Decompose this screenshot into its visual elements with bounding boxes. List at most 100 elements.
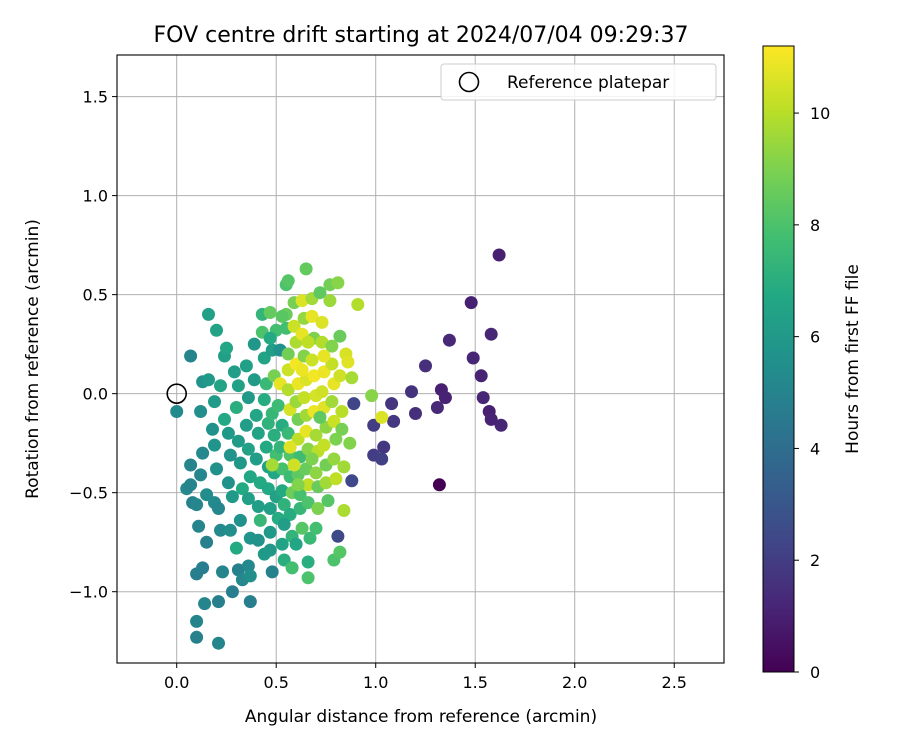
data-point: [281, 274, 295, 288]
colorbar-tick-label: 10: [810, 104, 830, 123]
data-point: [275, 484, 289, 498]
data-point: [291, 478, 305, 492]
data-point: [283, 508, 297, 521]
data-point: [221, 476, 235, 490]
data-point: [212, 636, 225, 650]
data-point: [335, 422, 349, 436]
data-point: [196, 446, 210, 460]
data-point: [377, 440, 391, 454]
x-tick-label: 0.0: [164, 673, 189, 692]
data-point: [218, 412, 231, 426]
data-point: [464, 296, 478, 310]
data-point: [419, 359, 432, 373]
y-tick-label: 0.0: [83, 385, 108, 404]
data-point: [253, 513, 267, 527]
colorbar-gradient: [762, 45, 795, 673]
data-point: [225, 490, 239, 504]
data-point: [210, 462, 223, 476]
data-point: [190, 498, 204, 512]
data-point: [214, 379, 227, 393]
data-point: [301, 478, 315, 492]
data-point: [295, 521, 309, 535]
data-point: [321, 494, 335, 508]
data-point: [442, 333, 456, 347]
colorbar-ticks: 0 2 4 6 8 10: [794, 104, 830, 682]
data-point: [251, 533, 265, 547]
data-point: [327, 452, 341, 466]
data-point: [295, 294, 309, 308]
y-tick-label: −1.0: [69, 583, 108, 602]
data-point: [184, 478, 198, 492]
colorbar-tick-label: 6: [810, 328, 820, 347]
data-point: [277, 517, 291, 531]
data-point: [281, 426, 295, 440]
y-tick-label: −0.5: [69, 484, 108, 503]
data-point: [351, 298, 365, 311]
data-point: [317, 438, 331, 452]
data-point: [327, 414, 341, 428]
data-point: [345, 371, 359, 385]
colorbar-tick-label: 2: [810, 551, 820, 570]
data-point: [221, 426, 235, 440]
data-point: [309, 466, 323, 480]
data-point: [277, 498, 291, 512]
data-points: [170, 248, 508, 650]
data-point: [170, 405, 184, 418]
data-point: [438, 391, 452, 405]
data-point: [241, 391, 255, 405]
data-point: [301, 571, 315, 585]
data-point: [430, 401, 444, 414]
data-point: [305, 309, 319, 323]
data-point: [241, 442, 255, 456]
y-tick-label: 1.5: [83, 88, 108, 107]
data-point: [212, 595, 225, 609]
data-point: [375, 452, 389, 466]
data-point: [263, 331, 277, 345]
data-point: [247, 373, 261, 387]
data-point: [484, 412, 498, 426]
data-point: [345, 474, 359, 488]
plot-frame: [116, 54, 725, 664]
data-point: [202, 307, 215, 321]
data-point: [281, 347, 295, 361]
data-point: [343, 436, 357, 450]
data-point: [210, 323, 223, 337]
data-point: [466, 351, 480, 365]
data-point: [249, 452, 263, 466]
data-point: [297, 391, 311, 405]
data-point: [200, 535, 214, 549]
legend-box: [440, 63, 717, 101]
data-point: [208, 438, 221, 452]
data-point: [277, 553, 291, 567]
data-point: [231, 563, 245, 577]
data-point: [265, 565, 279, 579]
data-point: [329, 432, 343, 446]
data-point: [313, 410, 327, 424]
data-point: [263, 502, 277, 515]
data-point: [231, 434, 245, 448]
data-point: [385, 397, 399, 411]
data-point: [301, 442, 315, 456]
data-point: [319, 476, 333, 490]
data-point: [329, 472, 343, 486]
data-point: [281, 383, 295, 397]
data-point: [239, 418, 253, 432]
data-point: [208, 395, 221, 409]
data-point: [275, 462, 289, 476]
data-point: [295, 363, 309, 377]
colorbar-tick-label: 4: [810, 439, 820, 458]
data-point: [200, 488, 214, 502]
data-point: [305, 452, 319, 466]
data-point: [335, 405, 349, 418]
data-point: [239, 359, 253, 373]
data-point: [287, 319, 301, 333]
data-point: [291, 432, 305, 446]
data-point: [212, 502, 225, 515]
legend-marker-icon: [458, 71, 480, 93]
data-point: [289, 537, 303, 551]
data-point: [484, 327, 498, 341]
data-point: [273, 440, 287, 454]
y-tick-label: 0.5: [83, 286, 108, 305]
data-point: [331, 529, 345, 543]
data-point: [263, 525, 277, 539]
